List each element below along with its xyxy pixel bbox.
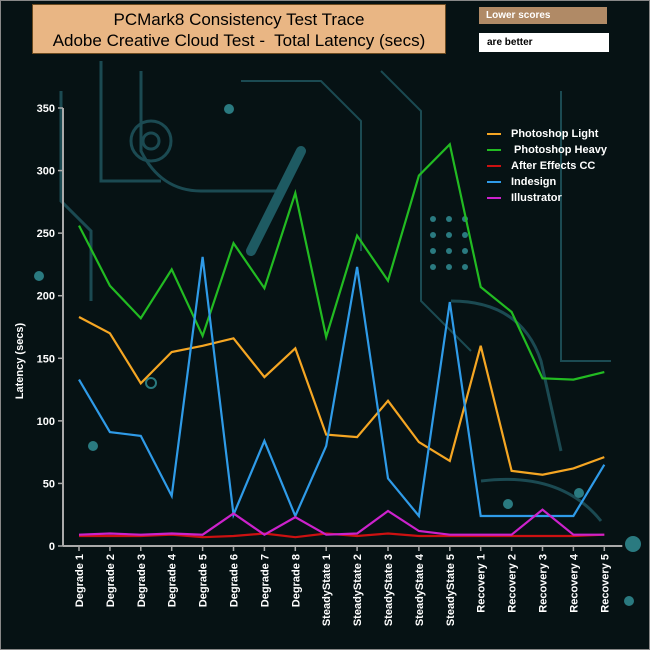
x-tick-label: SteadyState 3 xyxy=(383,554,395,626)
x-tick-label: Degrade 3 xyxy=(136,554,148,607)
chart-axes xyxy=(58,107,623,551)
x-tick-label: SteadyState 2 xyxy=(352,554,364,626)
x-tick-label: Recovery 2 xyxy=(507,554,519,613)
legend-swatch xyxy=(487,133,501,135)
legend-item: Photoshop Light xyxy=(487,126,607,142)
x-tick-label: Degrade 2 xyxy=(105,554,117,607)
y-tick-label: 250 xyxy=(37,228,55,240)
chart-legend: Photoshop Light Photoshop Heavy After Ef… xyxy=(487,126,607,206)
y-tick-label: 50 xyxy=(43,478,55,490)
legend-label: After Effects CC xyxy=(511,160,596,172)
x-tick-label: Degrade 4 xyxy=(167,553,179,607)
legend-label: Photoshop Heavy xyxy=(511,144,607,156)
legend-swatch xyxy=(487,149,501,151)
note-are-better: are better xyxy=(479,33,609,52)
x-tick-label: Degrade 7 xyxy=(259,554,271,607)
x-tick-label: Degrade 8 xyxy=(290,554,302,607)
series-line xyxy=(78,256,606,519)
x-tick-label: Recovery 3 xyxy=(538,554,550,613)
legend-item: Illustrator xyxy=(487,190,607,206)
chart-series xyxy=(78,142,606,539)
series-line xyxy=(78,508,605,536)
x-tick-label: SteadyState 5 xyxy=(445,554,457,626)
x-tick-label: Degrade 6 xyxy=(229,554,241,607)
legend-item: Photoshop Heavy xyxy=(487,142,607,158)
x-tick-label: Degrade 1 xyxy=(74,554,86,607)
x-tick-label: Recovery 5 xyxy=(599,554,611,613)
x-tick-label: Degrade 5 xyxy=(198,554,210,607)
legend-item: After Effects CC xyxy=(487,158,607,174)
legend-item: Indesign xyxy=(487,174,607,190)
legend-swatch xyxy=(487,197,501,199)
y-tick-label: 350 xyxy=(37,103,55,115)
chart-title: PCMark8 Consistency Test Trace Adobe Cre… xyxy=(32,4,446,54)
chart-title-line-1: PCMark8 Consistency Test Trace xyxy=(113,10,365,29)
series-line xyxy=(78,316,605,476)
x-tick-label: Recovery 4 xyxy=(568,553,580,613)
legend-label: Indesign xyxy=(511,176,557,188)
y-tick-label: 150 xyxy=(37,353,55,365)
y-tick-label: 100 xyxy=(37,416,55,428)
y-tick-label: 0 xyxy=(49,541,55,553)
legend-swatch xyxy=(487,165,501,167)
chart-title-line-2: Adobe Creative Cloud Test - Total Latenc… xyxy=(52,31,426,50)
legend-label: Photoshop Light xyxy=(511,128,599,140)
x-tick-label: Recovery 1 xyxy=(476,554,488,613)
note-lower-scores: Lower scores xyxy=(479,7,607,24)
y-axis-label: Latency (secs) xyxy=(14,322,26,400)
legend-label: Illustrator xyxy=(511,192,562,204)
series-line xyxy=(78,142,605,381)
background-circuit-pattern xyxy=(34,61,641,606)
x-tick-label: SteadyState 1 xyxy=(321,554,333,626)
legend-swatch xyxy=(487,181,501,183)
chart-tick-labels: 0 50 100 150 200 250 300 350 Degrade 1 Degrade 2 D… xyxy=(37,103,612,626)
y-tick-label: 300 xyxy=(37,166,55,178)
y-tick-label: 200 xyxy=(37,291,55,303)
x-tick-label: SteadyState 4 xyxy=(414,553,426,626)
